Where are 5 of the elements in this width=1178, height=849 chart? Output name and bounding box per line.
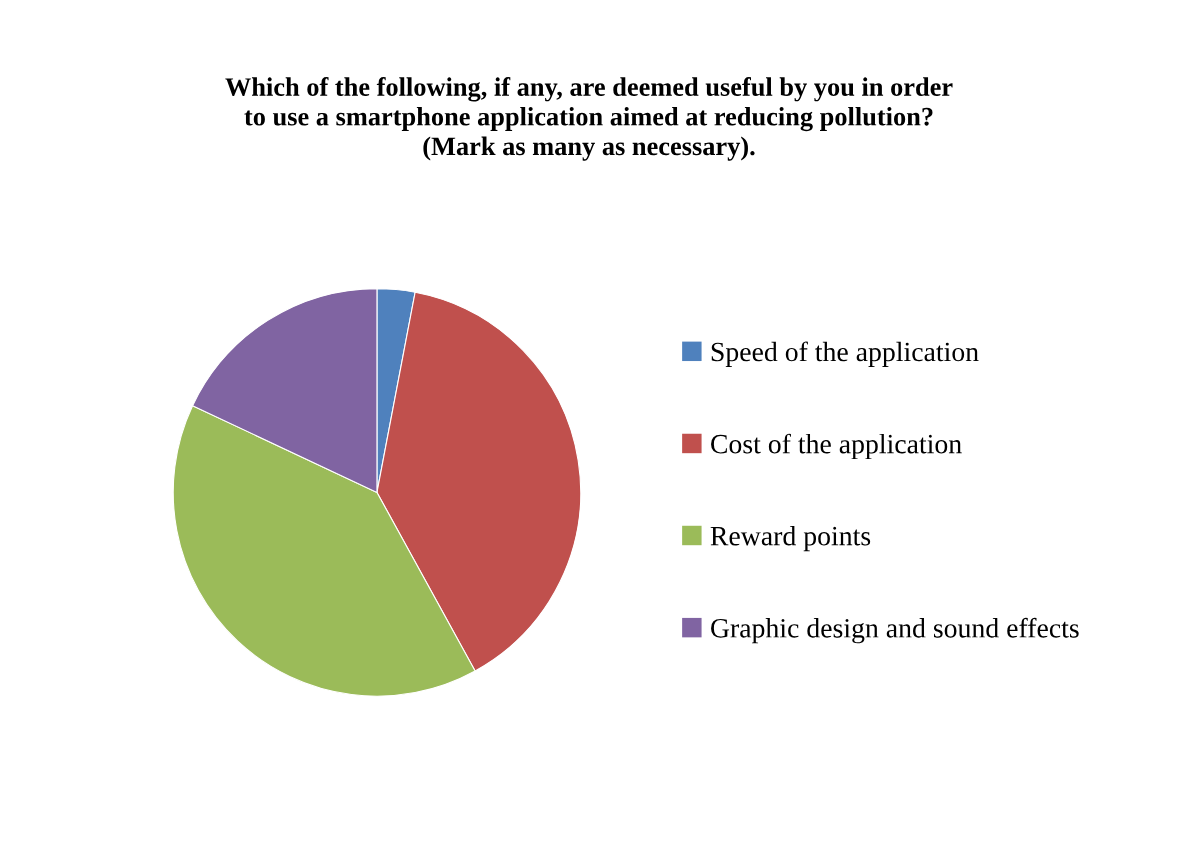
legend-label: Reward points [710,525,871,552]
legend-label: Cost of the application [711,433,962,460]
legend-label: Speed of the application [711,341,979,367]
legend-label: Graphic design and sound effects [711,617,1079,644]
chart-title: Which of the following, if any, are deemed useful by you in order to use a smartphone application aimed at reducing pollution? (Mark as many as necessary). [225,77,953,161]
